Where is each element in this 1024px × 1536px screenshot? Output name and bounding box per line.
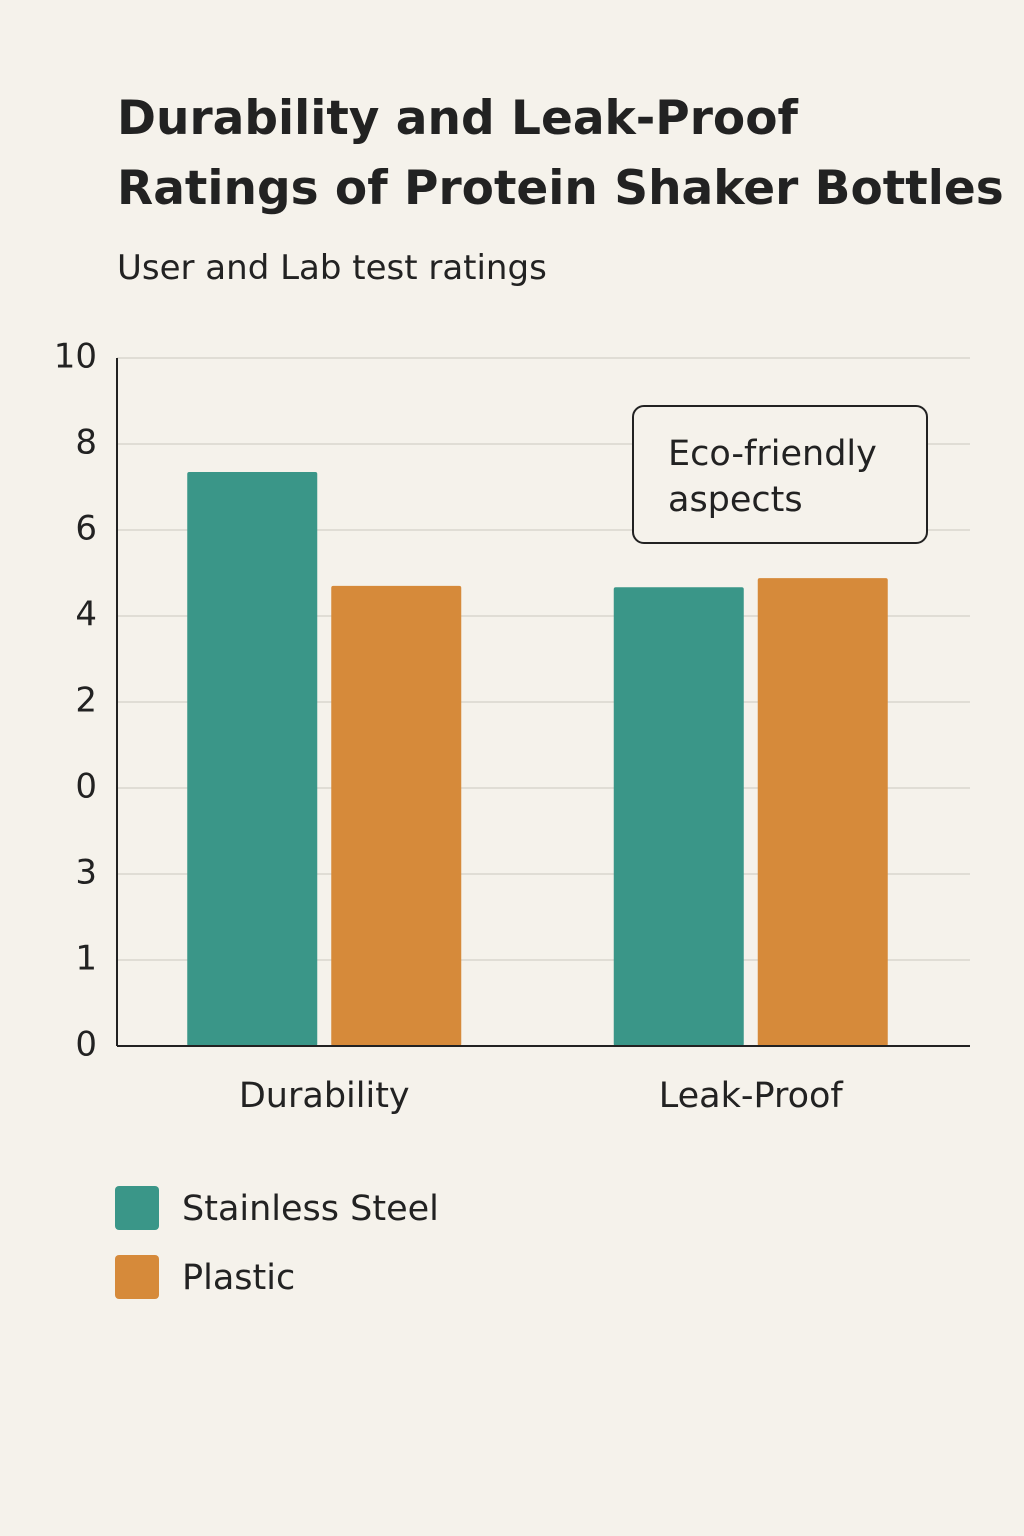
bar xyxy=(187,471,318,1046)
legend-swatch xyxy=(115,1186,159,1230)
legend-swatch xyxy=(115,1255,159,1299)
x-tick-label: Durability xyxy=(239,1076,410,1116)
y-tick-label: 0 xyxy=(75,767,97,807)
y-tick-label: 2 xyxy=(75,681,97,721)
y-tick-label: 8 xyxy=(75,423,97,463)
bar xyxy=(613,587,744,1046)
y-tick-label: 6 xyxy=(75,509,97,549)
chart-title: Durability and Leak-Proof Ratings of Pro… xyxy=(117,91,1004,216)
y-tick-label: 3 xyxy=(75,853,97,893)
y-tick-label: 10 xyxy=(54,337,97,377)
y-tick-label: 0 xyxy=(75,1025,97,1065)
y-tick-label: 1 xyxy=(75,939,97,979)
annotation: Eco-friendly aspects xyxy=(632,405,928,544)
chart-subtitle: User and Lab test ratings xyxy=(117,248,547,288)
bar xyxy=(757,578,888,1046)
y-tick-label: 4 xyxy=(75,595,97,635)
bar xyxy=(331,585,462,1046)
legend-label: Stainless Steel xyxy=(182,1189,439,1229)
x-tick-label: Leak-Proof xyxy=(659,1076,844,1116)
legend-label: Plastic xyxy=(182,1258,295,1298)
